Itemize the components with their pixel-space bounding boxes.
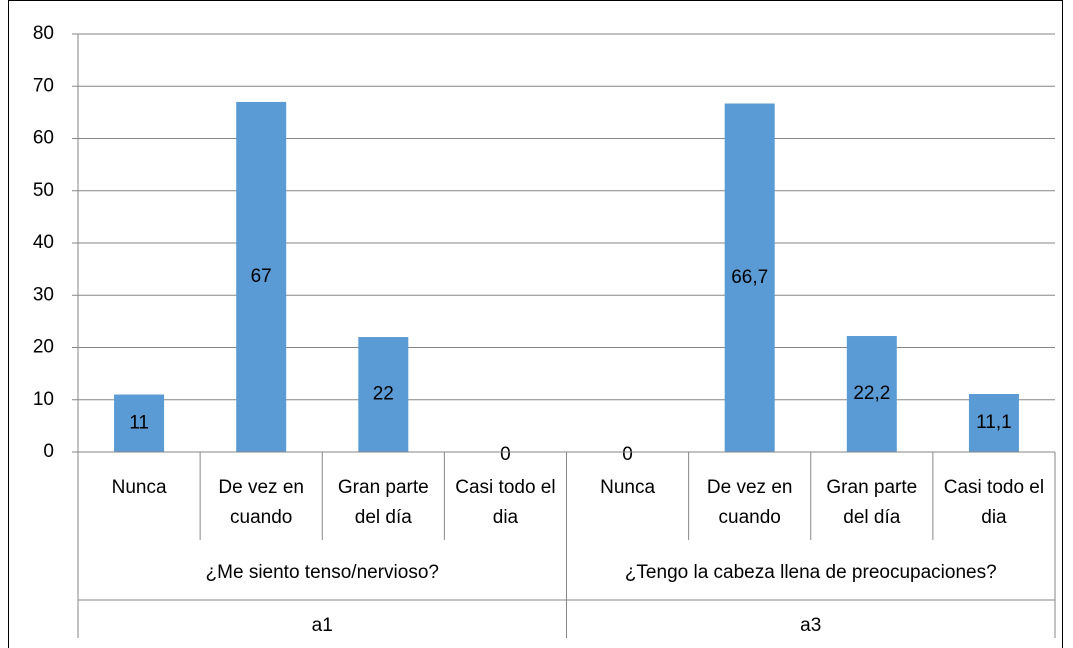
data-label: 11	[129, 412, 149, 433]
x-tick-label: De vez en cuando	[218, 477, 304, 528]
y-tick-label: 20	[33, 337, 54, 358]
x-tick-label: Nunca	[600, 477, 656, 498]
y-tick-label: 10	[33, 389, 54, 410]
x-tick-label: De vez en cuando	[706, 477, 793, 528]
frame	[8, 0, 1063, 648]
group-label: ¿Tengo la cabeza llena de preocupaciones…	[625, 562, 997, 583]
y-tick-label: 30	[33, 284, 54, 305]
y-tick-label: 0	[43, 441, 54, 462]
y-tick-label: 60	[33, 128, 54, 149]
bar	[968, 394, 1019, 452]
y-tick-label: 50	[33, 180, 54, 201]
y-tick-label: 70	[33, 75, 54, 96]
y-tick-label: 80	[33, 23, 54, 44]
data-label: 67	[251, 266, 272, 287]
bar	[114, 394, 165, 452]
data-label: 22,2	[853, 383, 890, 404]
group-sublabel: a1	[312, 615, 333, 636]
x-tick-label: Casi todo el dia	[943, 477, 1045, 528]
x-tick-label: Casi todo el dia	[455, 477, 556, 528]
group-label: ¿Me siento tenso/nervioso?	[206, 562, 439, 583]
x-tick-label: Gran parte del día	[826, 477, 918, 528]
bar	[846, 336, 897, 452]
x-tick-label: Nunca	[111, 477, 167, 498]
bar	[724, 103, 775, 453]
data-label: 11,1	[976, 412, 1012, 433]
y-tick-label: 40	[33, 232, 54, 253]
data-label: 66,7	[731, 267, 768, 288]
bar	[236, 101, 287, 453]
data-label: 0	[622, 444, 633, 465]
bar	[358, 337, 409, 452]
data-label: 0	[500, 444, 511, 465]
x-tick-label: Gran parte del día	[337, 477, 429, 528]
data-label: 22	[373, 384, 394, 405]
group-sublabel: a3	[800, 615, 821, 636]
